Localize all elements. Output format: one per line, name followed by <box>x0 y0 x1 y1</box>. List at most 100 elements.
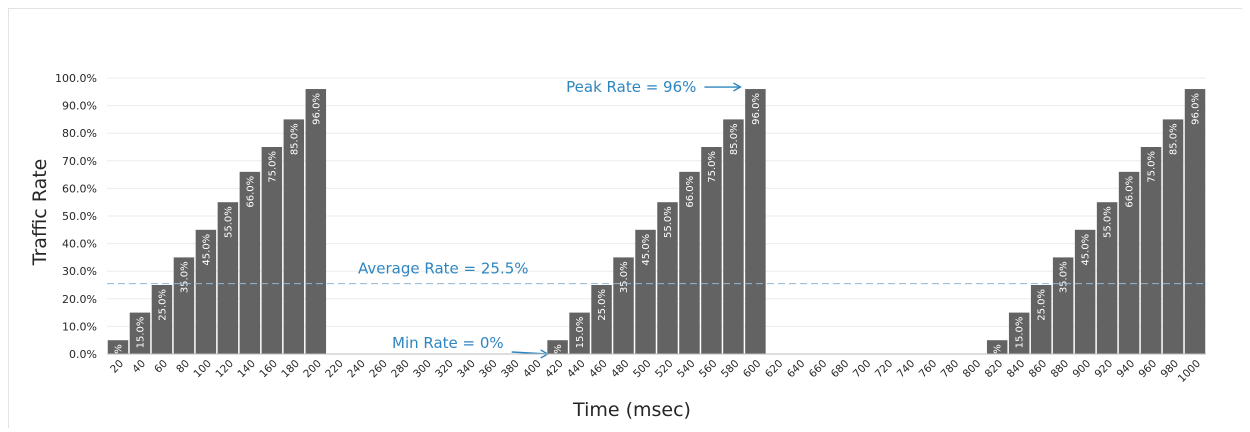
x-tick-label: 340 <box>455 358 478 381</box>
bar-data-label: 25.0% <box>1037 289 1048 321</box>
bar-data-label: 5.0% <box>993 344 1004 369</box>
bar-data-label: 85.0% <box>1169 123 1180 155</box>
x-tick-label: 600 <box>741 358 764 381</box>
y-axis-ticks: 0.0% 10.0% 20.0% 30.0% 40.0% 50.0% 60.0% 70.0% 8… <box>55 72 97 361</box>
annotation-label: Min Rate = 0% <box>392 334 504 352</box>
bar <box>1162 119 1184 355</box>
bar-data-label: 55.0% <box>223 206 234 238</box>
x-tick-label: 200 <box>301 358 324 381</box>
bar-data-label: 85.0% <box>729 123 740 155</box>
bar-data-label: 96.0% <box>1191 93 1202 125</box>
x-tick-label: 360 <box>477 358 500 381</box>
bar-data-label: 96.0% <box>751 93 762 125</box>
x-tick-label: 660 <box>807 358 830 381</box>
bar <box>1008 312 1030 354</box>
x-tick-label: 300 <box>411 358 434 381</box>
bar <box>151 285 173 354</box>
x-tick-label: 180 <box>279 358 302 381</box>
bar-data-label: 5.0% <box>113 344 124 369</box>
bar <box>679 171 700 354</box>
bar <box>1140 147 1162 354</box>
bar-data-label: 45.0% <box>1081 234 1092 266</box>
bar <box>173 257 195 354</box>
x-tick-label: 580 <box>719 358 742 381</box>
bar <box>283 119 305 355</box>
bar-data-label: 66.0% <box>685 176 696 208</box>
x-tick-label: 460 <box>587 358 610 381</box>
arrow-head-icon <box>733 82 742 92</box>
x-axis-ticks: 20 40 60 80 100 120 140 160 180 200 220 240 260 280 30… <box>108 358 1203 385</box>
x-tick-label: 440 <box>565 358 588 381</box>
annotation-label: Peak Rate = 96% <box>566 78 696 96</box>
bar-data-label: 15.0% <box>575 317 586 349</box>
x-tick-label: 500 <box>631 358 654 381</box>
bar-data-label: 66.0% <box>245 176 256 208</box>
x-tick-label: 400 <box>521 358 544 381</box>
bar <box>745 89 766 354</box>
bar-data-label: 85.0% <box>289 123 300 155</box>
y-tick-label: 90.0% <box>62 100 97 113</box>
bar <box>613 257 634 354</box>
x-tick-label: 520 <box>653 358 676 381</box>
bar <box>195 229 217 354</box>
y-tick-label: 60.0% <box>62 182 97 195</box>
bar-data-label: 66.0% <box>1125 176 1136 208</box>
x-tick-label: 1000 <box>1176 358 1203 385</box>
x-tick-label: 760 <box>917 358 940 381</box>
x-tick-label: 240 <box>345 358 368 381</box>
bar <box>547 340 568 354</box>
x-tick-label: 840 <box>1005 358 1028 381</box>
y-tick-label: 80.0% <box>62 127 97 140</box>
bar-data-label: 45.0% <box>201 234 212 266</box>
bar-data-label: 15.0% <box>135 317 146 349</box>
y-tick-label: 0.0% <box>69 348 97 361</box>
x-tick-label: 40 <box>130 358 148 376</box>
bar-data-label: 96.0% <box>311 93 322 125</box>
bar <box>986 340 1008 354</box>
bar <box>129 312 151 354</box>
x-tick-label: 700 <box>851 358 874 381</box>
y-tick-label: 70.0% <box>62 155 97 168</box>
x-tick-label: 900 <box>1071 358 1094 381</box>
x-tick-label: 940 <box>1115 358 1138 381</box>
bar-data-label: 35.0% <box>179 261 190 293</box>
y-tick-label: 50.0% <box>62 210 97 223</box>
x-tick-label: 480 <box>609 358 632 381</box>
bar-data-label: 35.0% <box>619 261 630 293</box>
x-tick-label: 920 <box>1093 358 1116 381</box>
y-tick-label: 10.0% <box>62 320 97 333</box>
x-tick-label: 740 <box>895 358 918 381</box>
x-tick-label: 380 <box>499 358 522 381</box>
y-tick-label: 40.0% <box>62 238 97 251</box>
bar <box>657 202 678 354</box>
bar <box>569 312 590 354</box>
bars <box>107 89 1206 355</box>
x-tick-label: 860 <box>1027 358 1050 381</box>
bar <box>591 285 612 354</box>
x-tick-label: 720 <box>873 358 896 381</box>
bar <box>1074 229 1096 354</box>
bar-data-label: 35.0% <box>1059 261 1070 293</box>
bar <box>1184 89 1206 354</box>
x-tick-label: 100 <box>191 358 214 381</box>
bar-data-label: 45.0% <box>641 234 652 266</box>
y-tick-label: 100.0% <box>55 72 97 85</box>
bar-labels: 5.0% 15.0% 25.0% 35.0% 45.0% 55.0% 66.0% 75.0% 8… <box>113 93 1201 370</box>
bar <box>701 147 722 354</box>
bar-data-label: 15.0% <box>1015 317 1026 349</box>
bar-data-label: 75.0% <box>267 151 278 183</box>
average-rate-line: Average Rate = 25.5% <box>107 260 1206 285</box>
x-tick-label: 320 <box>433 358 456 381</box>
x-tick-label: 280 <box>389 358 412 381</box>
bar <box>635 229 656 354</box>
bar <box>1096 202 1118 354</box>
x-tick-label: 640 <box>785 358 808 381</box>
bar-data-label: 55.0% <box>663 206 674 238</box>
bar <box>723 119 744 355</box>
average-rate-label: Average Rate = 25.5% <box>358 260 529 278</box>
bar-data-label: 75.0% <box>1147 151 1158 183</box>
bar-data-label: 55.0% <box>1103 206 1114 238</box>
y-axis-title: Traffic Rate <box>29 159 51 267</box>
x-tick-label: 800 <box>961 358 984 381</box>
